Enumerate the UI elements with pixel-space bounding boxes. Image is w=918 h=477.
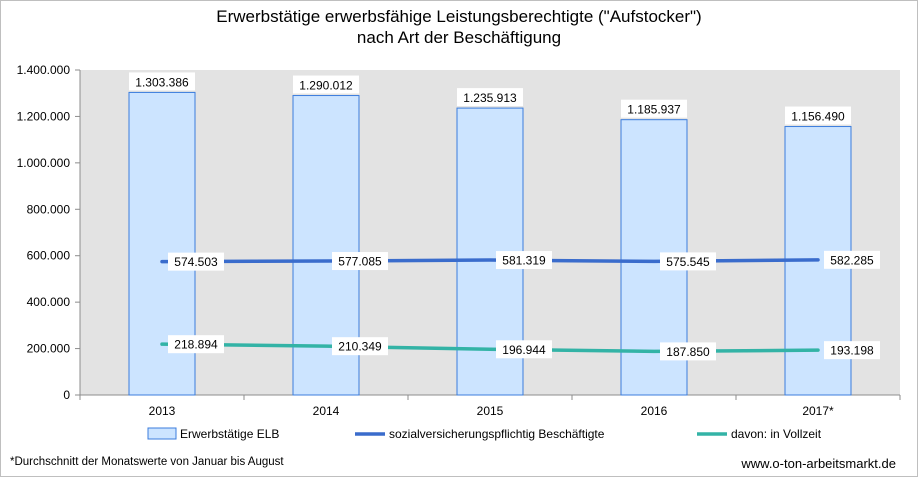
x-tick-label: 2016 <box>641 404 668 418</box>
legend-swatch-bar <box>147 427 177 440</box>
y-tick-label: 200.000 <box>27 342 71 356</box>
line-label-box <box>332 337 388 356</box>
line-label-box <box>824 341 880 360</box>
legend-label-bar: Erwerbstätige ELB <box>180 427 279 441</box>
line-data-label: 187.850 <box>666 345 710 359</box>
bar-data-label: 1.303.386 <box>135 75 189 89</box>
chart-title-line-1: Erwerbstätige erwerbsfähige Leistungsber… <box>216 7 702 26</box>
line-data-label: 577.085 <box>338 255 382 269</box>
x-tick-label: 2013 <box>149 404 176 418</box>
bar-label-box <box>457 88 523 107</box>
x-tick-label: 2017* <box>802 404 834 418</box>
line-label-box <box>332 252 388 271</box>
line-label-box <box>660 252 716 271</box>
y-tick-label: 1.400.000 <box>17 63 71 77</box>
bar-data-label: 1.156.490 <box>791 110 845 124</box>
bar-label-box <box>621 99 687 118</box>
line-series-svb <box>160 258 820 264</box>
line-data-label: 574.503 <box>174 255 218 269</box>
y-tick-label: 600.000 <box>27 249 71 263</box>
line-label-box <box>824 250 880 269</box>
bar-label-box <box>293 75 359 94</box>
line-data-label: 196.944 <box>502 343 546 357</box>
line-label-box <box>168 252 224 271</box>
legend-label-vollzeit: davon: in Vollzeit <box>731 427 822 441</box>
line-data-label: 218.894 <box>174 338 218 352</box>
line-data-label: 575.545 <box>666 255 710 269</box>
line-data-label: 581.319 <box>502 254 546 268</box>
line-data-label: 193.198 <box>830 344 874 358</box>
bar-data-label: 1.235.913 <box>463 91 517 105</box>
website-credit: www.o-ton-arbeitsmarkt.de <box>741 456 896 471</box>
legend-label-svb: sozialversicherungspflichtig Beschäftigt… <box>389 427 605 441</box>
bar-label-box <box>129 72 195 91</box>
line-data-label: 582.285 <box>830 253 874 267</box>
chart-title-line-2: nach Art der Beschäftigung <box>356 28 562 47</box>
bar-label-box <box>785 106 851 125</box>
line-label-box <box>168 335 224 354</box>
line-label-box <box>496 340 552 359</box>
line-data-label: 210.349 <box>338 340 382 354</box>
y-tick-label: 1.200.000 <box>17 109 71 123</box>
x-tick-label: 2014 <box>313 404 340 418</box>
line-label-box <box>496 251 552 270</box>
line-label-box <box>660 342 716 361</box>
bar-data-label: 1.290.012 <box>299 79 353 93</box>
bar-data-label: 1.185.937 <box>627 103 681 117</box>
x-tick-label: 2015 <box>477 404 504 418</box>
footnote: *Durchschnitt der Monatswerte von Januar… <box>10 456 284 468</box>
y-tick-label: 400.000 <box>27 295 71 309</box>
chart-title: Erwerbstätige erwerbsfähige Leistungsber… <box>0 6 918 48</box>
y-tick-label: 0 <box>63 388 70 402</box>
y-tick-label: 800.000 <box>27 202 71 216</box>
y-tick-label: 1.000.000 <box>17 156 71 170</box>
